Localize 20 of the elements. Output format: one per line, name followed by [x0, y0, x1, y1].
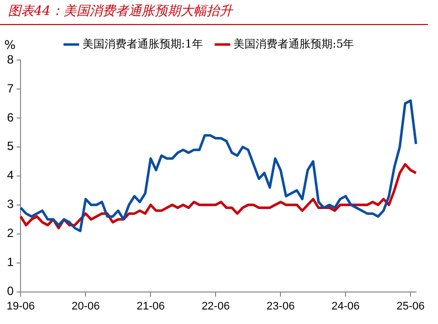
x-tick-label: 24-06 — [332, 300, 360, 312]
x-tick-label: 21-06 — [136, 300, 165, 312]
y-tick-label: 8 — [6, 52, 14, 66]
y-tick-label: 2 — [6, 226, 14, 240]
x-tick-label: 25-06 — [396, 300, 425, 312]
x-tick-label: 19-06 — [6, 300, 35, 312]
legend-label: 美国消费者通胀预期:1年 — [82, 37, 204, 50]
y-tick-label: 0 — [6, 284, 14, 298]
x-tick-label: 20-06 — [72, 300, 100, 312]
y-tick-label: 5 — [6, 139, 14, 154]
y-tick-label: 1 — [6, 255, 14, 270]
y-tick-label: 4 — [6, 168, 14, 182]
legend-label: 美国消费者通胀预期:5年 — [234, 37, 354, 50]
y-tick-label: 7 — [6, 81, 14, 96]
y-axis-title: % — [4, 38, 16, 52]
chart-title: 图表44：美国消费者通胀预期大幅抬升 — [0, 0, 428, 25]
x-tick-label: 22-06 — [202, 300, 230, 312]
y-tick-label: 3 — [6, 197, 14, 212]
x-tick-label: 23-06 — [266, 300, 295, 312]
y-tick-label: 6 — [6, 110, 14, 124]
